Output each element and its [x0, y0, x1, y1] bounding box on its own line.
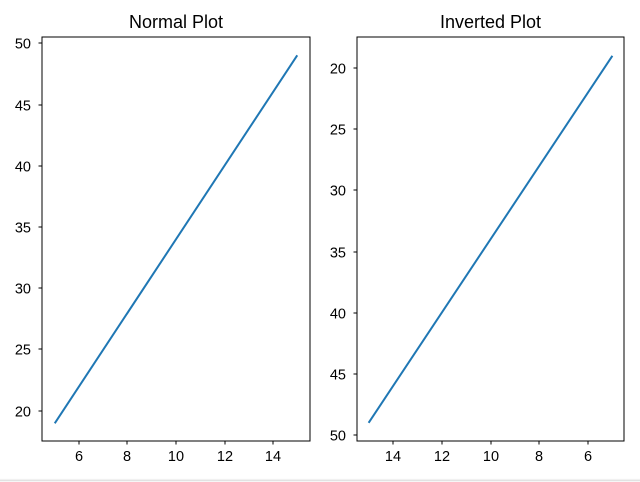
svg-text:30: 30	[330, 184, 346, 200]
svg-text:25: 25	[330, 123, 346, 139]
svg-text:40: 40	[330, 307, 346, 323]
svg-text:Normal Plot: Normal Plot	[129, 12, 223, 32]
svg-text:50: 50	[330, 429, 346, 445]
svg-text:14: 14	[265, 449, 281, 465]
svg-text:30: 30	[15, 282, 31, 298]
svg-text:12: 12	[434, 449, 450, 465]
svg-text:8: 8	[535, 449, 543, 465]
svg-text:45: 45	[330, 368, 346, 384]
svg-text:50: 50	[15, 37, 31, 53]
svg-text:25: 25	[15, 343, 31, 359]
svg-text:10: 10	[168, 449, 184, 465]
svg-text:6: 6	[584, 449, 592, 465]
svg-text:45: 45	[15, 99, 31, 115]
svg-text:14: 14	[385, 449, 401, 465]
svg-text:8: 8	[123, 449, 131, 465]
svg-text:40: 40	[15, 160, 31, 176]
svg-text:Inverted Plot: Inverted Plot	[440, 12, 541, 32]
svg-text:6: 6	[75, 449, 83, 465]
svg-text:35: 35	[15, 221, 31, 237]
svg-text:12: 12	[217, 449, 233, 465]
svg-text:20: 20	[15, 405, 31, 421]
svg-text:20: 20	[330, 62, 346, 78]
svg-text:35: 35	[330, 246, 346, 262]
svg-text:10: 10	[483, 449, 499, 465]
